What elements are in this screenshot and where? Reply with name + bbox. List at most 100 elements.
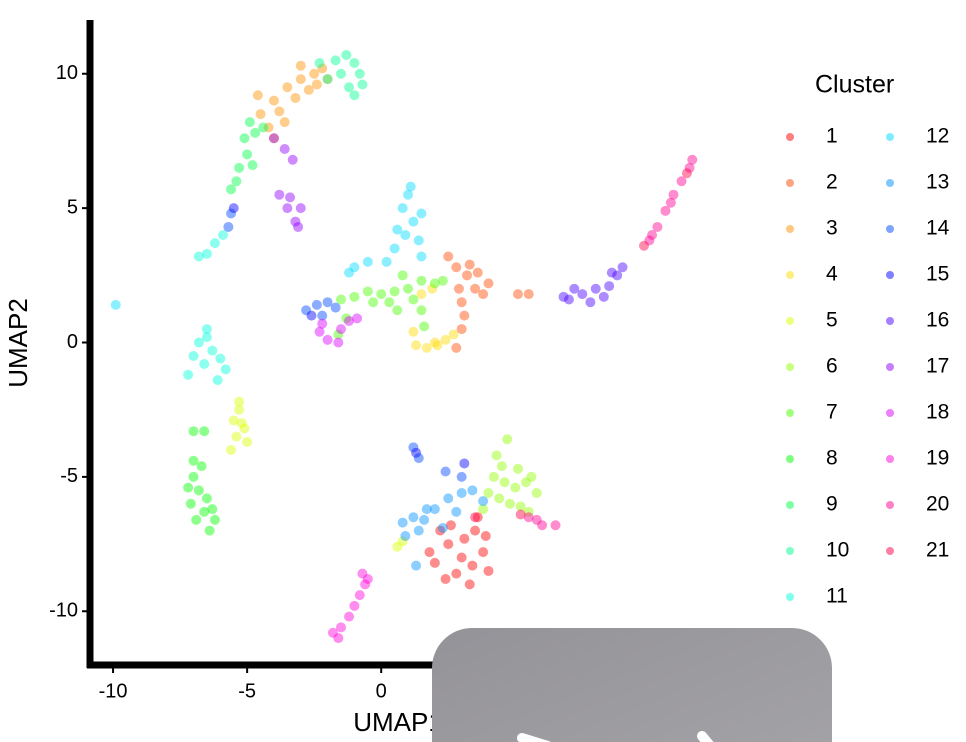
point xyxy=(341,313,352,324)
point xyxy=(665,197,676,208)
legend-label: 3 xyxy=(826,217,838,240)
point xyxy=(362,574,373,584)
point xyxy=(212,375,223,386)
point xyxy=(183,482,194,493)
point xyxy=(411,447,422,458)
point xyxy=(577,289,588,300)
point xyxy=(413,453,424,464)
point xyxy=(389,243,400,254)
point xyxy=(510,482,521,493)
point xyxy=(440,574,451,584)
point xyxy=(306,310,317,321)
point xyxy=(456,488,467,498)
point xyxy=(397,517,408,528)
y-tick-label: 5 xyxy=(67,196,78,218)
point xyxy=(480,531,491,541)
point xyxy=(362,286,373,297)
point xyxy=(234,396,245,407)
point xyxy=(502,434,513,445)
point xyxy=(335,622,346,633)
point xyxy=(349,262,360,273)
point xyxy=(405,181,416,192)
point xyxy=(451,568,462,579)
play-overlay[interactable] xyxy=(432,628,832,742)
x-axis-title: UMAP1 xyxy=(353,707,443,737)
legend-label: 13 xyxy=(926,171,949,194)
point xyxy=(327,627,338,638)
point xyxy=(279,144,290,154)
point xyxy=(317,310,328,321)
point xyxy=(231,176,242,187)
point xyxy=(435,525,446,536)
point xyxy=(472,267,483,278)
point xyxy=(512,289,523,300)
point xyxy=(451,506,462,517)
point xyxy=(416,275,427,286)
y-tick-label: 10 xyxy=(56,62,78,84)
point xyxy=(333,337,344,348)
point xyxy=(360,579,371,590)
point xyxy=(226,445,237,455)
point xyxy=(354,590,365,601)
point xyxy=(681,168,692,179)
point xyxy=(397,203,408,214)
legend-label: 9 xyxy=(826,493,838,516)
point xyxy=(453,283,464,294)
point xyxy=(349,58,360,68)
overlay-panel[interactable] xyxy=(432,628,832,742)
point xyxy=(349,600,360,611)
legend-label: 16 xyxy=(926,309,949,332)
point xyxy=(470,283,481,294)
point xyxy=(357,568,368,579)
legend-label: 20 xyxy=(926,493,949,516)
point xyxy=(403,283,414,294)
point xyxy=(333,633,344,644)
legend-marker xyxy=(786,225,794,233)
point xyxy=(226,208,237,219)
legend-marker xyxy=(886,409,894,417)
legend-marker xyxy=(886,179,894,187)
point xyxy=(282,203,293,214)
point xyxy=(303,84,314,95)
point xyxy=(330,55,341,66)
x-tick-label: 0 xyxy=(376,680,387,702)
point xyxy=(349,291,360,302)
point xyxy=(483,488,494,498)
point xyxy=(515,509,526,520)
point xyxy=(247,160,258,171)
point xyxy=(293,221,304,232)
point xyxy=(317,318,328,329)
point xyxy=(236,418,247,429)
legend-label: 21 xyxy=(926,539,949,562)
legend-marker xyxy=(786,593,794,601)
point xyxy=(228,203,239,214)
point xyxy=(440,334,451,345)
legend-label: 12 xyxy=(926,125,949,148)
point xyxy=(341,49,352,60)
point xyxy=(451,262,462,273)
point xyxy=(397,270,408,281)
point xyxy=(285,192,296,203)
point xyxy=(652,221,663,232)
point xyxy=(413,235,424,246)
point xyxy=(218,230,229,240)
legend-marker xyxy=(886,317,894,325)
point xyxy=(234,162,245,173)
point xyxy=(199,506,210,517)
point xyxy=(317,63,328,74)
point xyxy=(523,289,534,300)
legend-label: 15 xyxy=(926,263,949,286)
point xyxy=(526,471,537,482)
point xyxy=(421,342,432,353)
y-axis-title: UMAP2 xyxy=(3,298,33,388)
legend-label: 4 xyxy=(826,263,838,286)
legend-label: 1 xyxy=(826,125,838,148)
point xyxy=(448,329,459,340)
point xyxy=(419,321,430,332)
point xyxy=(440,466,451,477)
point xyxy=(531,514,542,525)
point xyxy=(199,426,210,437)
point xyxy=(368,297,379,308)
point xyxy=(209,514,220,525)
point xyxy=(234,404,245,415)
